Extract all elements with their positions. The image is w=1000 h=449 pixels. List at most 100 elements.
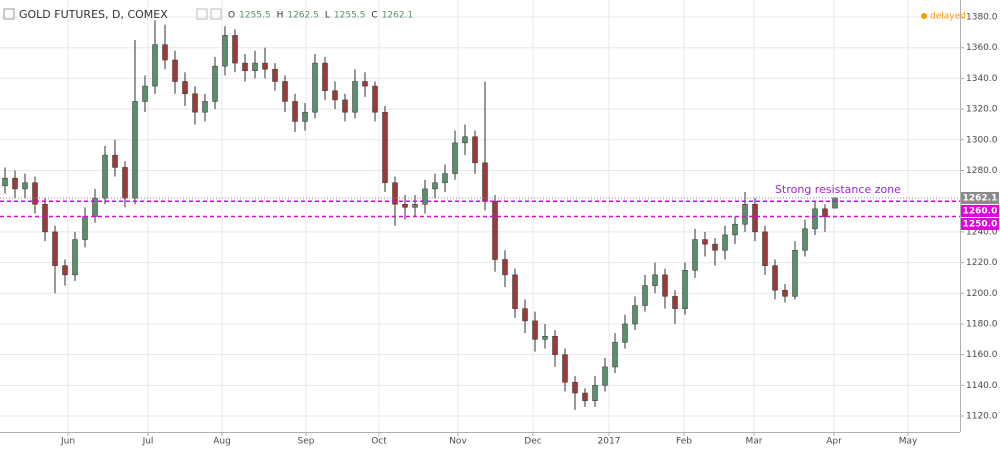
candle-body [212, 65, 218, 102]
ohlc-key: O [228, 11, 235, 21]
candle-body [712, 243, 718, 251]
y-tick-label: 1140.0 [966, 381, 998, 391]
candle-body [2, 177, 8, 187]
price-label-box [961, 217, 999, 230]
chart-title: GOLD FUTURES, D, COMEX [19, 8, 168, 21]
candle-body [752, 204, 758, 233]
candle-body [682, 269, 688, 309]
candle-body [452, 142, 458, 174]
candle-body [552, 335, 558, 355]
candle-body [792, 250, 798, 297]
candle-body [112, 154, 118, 168]
candle-body [142, 85, 148, 102]
candle-body [262, 62, 268, 70]
candle-body [192, 93, 198, 113]
candle-body [162, 44, 168, 61]
candle-body [342, 99, 348, 113]
candle-body [742, 204, 748, 225]
candle-body [492, 200, 498, 260]
x-tick-label: 2017 [598, 437, 621, 447]
price-label-box [961, 191, 999, 204]
candle-body [332, 90, 338, 101]
candle-body [662, 274, 668, 297]
candle-body [292, 101, 298, 122]
candle-body [222, 35, 228, 67]
candle-body [612, 342, 618, 368]
candle-body [442, 173, 448, 184]
price-label: 1262.1 [963, 193, 998, 203]
candle-body [232, 35, 238, 64]
y-tick-label: 1300.0 [966, 135, 998, 145]
x-tick-label: Nov [449, 437, 467, 447]
x-tick-label: Mar [746, 437, 763, 447]
axes: 1120.0 1140.0 1160.0 1180.0 1200.0 1220.0 1240… [60, 13, 999, 447]
candle-body [72, 239, 78, 276]
ohlc-legend: O 1255.5 H 1262.5 L 1255.5 C 1262.1 [228, 11, 413, 21]
settings-icon[interactable] [196, 8, 208, 20]
candle-body [472, 136, 478, 164]
candle-body [352, 81, 358, 113]
candle-body [772, 265, 778, 291]
y-tick-label: 1360.0 [966, 43, 998, 53]
menu-icon[interactable] [3, 8, 15, 20]
status-dot [921, 13, 927, 19]
price-label: 1260.0 [963, 206, 998, 216]
candle-body [622, 323, 628, 343]
x-tick-label: Oct [371, 437, 387, 447]
candle-body [322, 62, 328, 91]
candle-body [202, 101, 208, 113]
x-tick-label: Jul [142, 437, 154, 447]
candle-body [372, 85, 378, 113]
y-tick-label: 1120.0 [966, 412, 998, 422]
candle-body [422, 188, 428, 205]
y-tick-label: 1380.0 [966, 13, 998, 23]
settings-icon[interactable] [210, 8, 222, 20]
candle-body [692, 239, 698, 271]
candle-body [532, 320, 538, 340]
candle-body [432, 182, 438, 190]
status-label: delayed [930, 12, 966, 22]
candle-body [512, 274, 518, 309]
candle-body [502, 259, 508, 276]
x-tick-label: Feb [676, 437, 692, 447]
ohlc-value: 1255.5 [239, 11, 271, 21]
ohlc-key: H [277, 11, 284, 21]
ohlc-value: 1262.5 [287, 11, 319, 21]
candle-body [602, 366, 608, 386]
candle-body [572, 382, 578, 394]
candle-body [672, 296, 678, 309]
x-tick-label: Sep [298, 437, 315, 447]
y-tick-label: 1180.0 [966, 319, 998, 329]
x-tick-label: Aug [213, 437, 231, 447]
candle-body [702, 239, 708, 245]
candle-body [362, 81, 368, 87]
y-tick-label: 1220.0 [966, 258, 998, 268]
ohlc-key: C [371, 11, 377, 21]
candle-body [12, 177, 18, 190]
candle-body [282, 81, 288, 102]
candle-body [832, 197, 838, 209]
candle-body [182, 81, 188, 95]
candle-body [482, 162, 488, 202]
candle-body [52, 231, 58, 266]
candle-body [272, 68, 278, 82]
candle-body [252, 62, 258, 71]
ohlc-key: L [325, 11, 330, 21]
x-tick-label: May [899, 437, 918, 447]
y-tick-label: 1200.0 [966, 289, 998, 299]
candle-body [462, 136, 468, 144]
candle-body [32, 182, 38, 205]
candle-body [392, 182, 398, 205]
candle-body [172, 59, 178, 82]
plot [0, 20, 960, 410]
x-tick-label: Dec [524, 437, 541, 447]
candle-body [402, 204, 408, 208]
y-tick-label: 1280.0 [966, 166, 998, 176]
candle-body [542, 335, 548, 340]
candle-body [782, 289, 788, 297]
candle-body [812, 208, 818, 230]
candle-body [722, 234, 728, 251]
ohlc-value: 1255.5 [334, 11, 366, 21]
candle-body [152, 44, 158, 87]
